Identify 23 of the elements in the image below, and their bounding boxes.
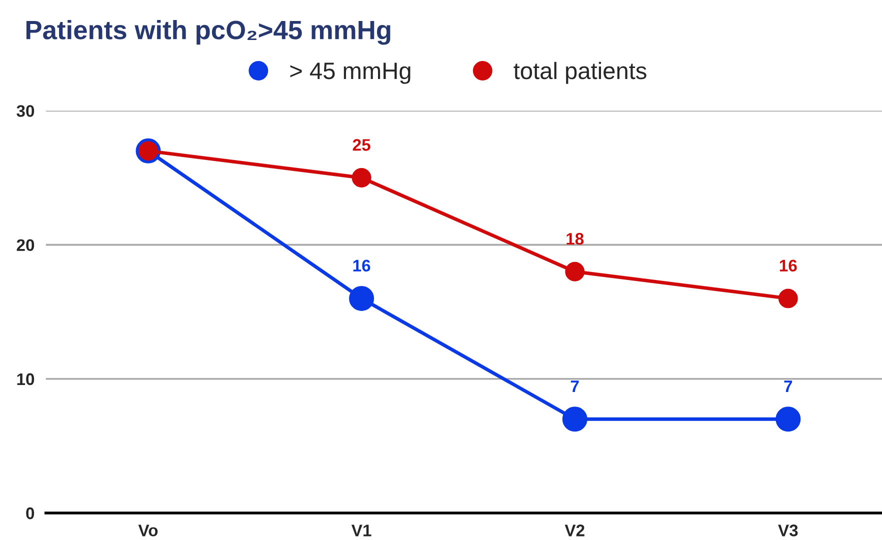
legend-label: total patients bbox=[514, 62, 646, 84]
x-tick-label: V2 bbox=[564, 524, 584, 536]
legend-label: > 45 mmHg bbox=[290, 62, 410, 84]
y-tick-label: 0 bbox=[26, 507, 34, 520]
point bbox=[349, 286, 374, 311]
y-tick-label: 30 bbox=[16, 105, 34, 117]
y-tick-label: 10 bbox=[17, 373, 34, 386]
point bbox=[565, 262, 585, 282]
data-label: 18 bbox=[566, 232, 584, 245]
data-label: 7 bbox=[570, 380, 579, 392]
point bbox=[562, 406, 588, 432]
data-label: 25 bbox=[352, 139, 370, 151]
point bbox=[352, 168, 372, 188]
point bbox=[776, 406, 801, 432]
x-tick-label: V3 bbox=[778, 524, 798, 536]
x-tick-label: V1 bbox=[351, 524, 372, 536]
x-tick-label: Vo bbox=[138, 524, 158, 536]
chart-title: Patients with pcO₂>45 mmHg bbox=[26, 20, 390, 45]
data-label: 16 bbox=[353, 260, 370, 272]
data-label: 7 bbox=[784, 380, 792, 392]
point bbox=[778, 288, 798, 308]
data-label: 16 bbox=[780, 260, 797, 272]
y-tick-label: 20 bbox=[16, 239, 34, 252]
